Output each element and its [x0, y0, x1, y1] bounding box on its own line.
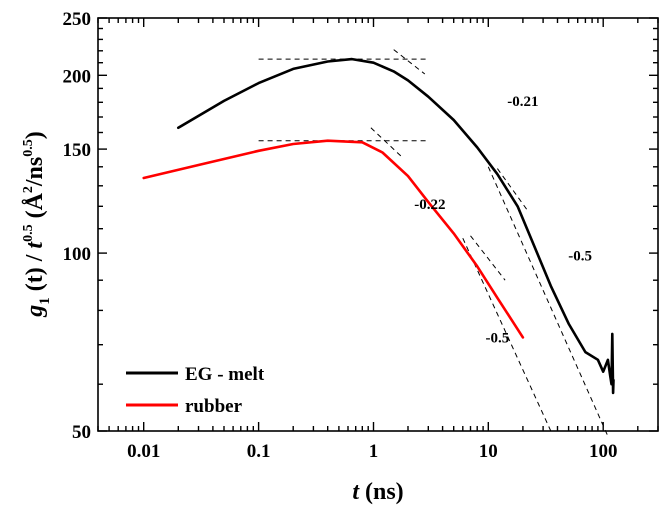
x-axis-title-unit: (ns): [359, 479, 404, 505]
x-tick-label: 0.1: [247, 441, 271, 462]
x-axis-title-t: t: [352, 479, 360, 505]
y-axis-title: g1 (t) / t0.5 (Å2/ns0.5): [21, 131, 53, 318]
y-title-unit-sup: 2: [21, 186, 36, 193]
legend-label-eg-melt: EG - melt: [185, 364, 265, 385]
slope-annotation: -0.21: [507, 94, 538, 110]
y-tick-label: 100: [63, 244, 92, 265]
series-rubber: [142, 139, 525, 339]
x-tick-label: 1: [369, 441, 379, 462]
y-title-unit-mid: /ns: [22, 157, 48, 187]
series-eg-melt: [177, 57, 615, 395]
plot-frame: [97, 17, 659, 432]
guide-line-5: [370, 127, 404, 159]
y-title-g-sub: 1: [37, 297, 53, 305]
y-title-t-arg: (t) /: [22, 249, 48, 298]
guide-line-3: [487, 166, 609, 437]
x-axis-title: t (ns): [352, 479, 403, 505]
guide-lines: [258, 49, 609, 437]
x-tick-label: 100: [589, 441, 618, 462]
guide-line-1: [393, 49, 426, 75]
y-title-t: t: [22, 241, 48, 249]
slope-annotations: -0.21 -0.22 -0.5 -0.5: [414, 94, 592, 346]
guide-line-2: [496, 168, 529, 211]
slope-annotation: -0.5: [486, 330, 510, 346]
y-title-unit-close: ): [22, 131, 48, 139]
x-tick-label: 0.01: [127, 441, 160, 462]
y-tick-label: 150: [63, 140, 92, 161]
series-layer: [142, 57, 615, 395]
slope-annotation: -0.5: [568, 249, 592, 265]
axis-ticks: [97, 17, 659, 432]
legend: EG - melt rubber: [126, 364, 265, 417]
slope-annotation: -0.22: [414, 197, 445, 213]
axis-tick-labels: 0.01 0.1 1 10 100 50 100 150 200 250: [63, 9, 618, 462]
y-tick-label: 50: [72, 422, 91, 443]
y-tick-label: 200: [63, 66, 92, 87]
y-tick-label: 250: [63, 9, 92, 30]
x-tick-label: 10: [479, 441, 498, 462]
y-title-t-sup: 0.5: [21, 224, 36, 242]
guide-line-6: [470, 235, 506, 281]
y-title-unit-open: (Å: [22, 192, 48, 224]
y-title-g: g: [22, 305, 48, 318]
y-title-unit-sup2: 0.5: [21, 139, 36, 157]
legend-label-rubber: rubber: [185, 396, 243, 417]
